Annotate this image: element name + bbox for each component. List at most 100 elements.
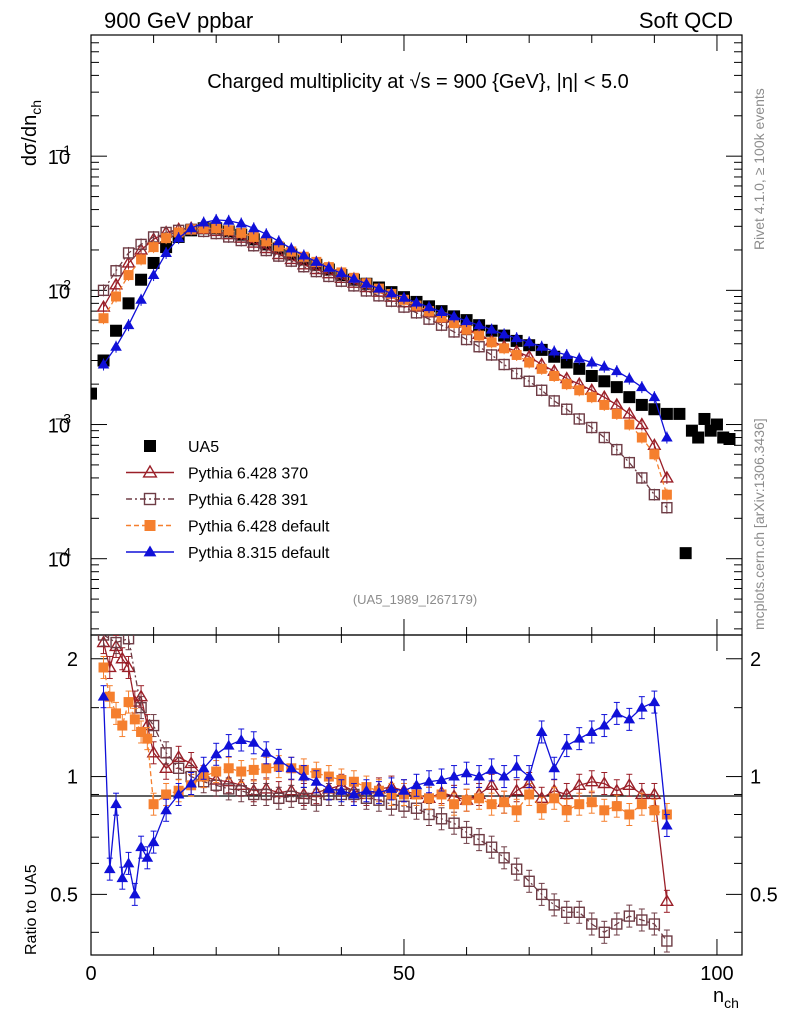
ratio-point [511, 805, 522, 816]
data-point [335, 267, 348, 278]
ratio-point [147, 719, 160, 732]
data-point [110, 265, 122, 277]
x-tick-label: 0 [85, 963, 96, 985]
legend-item: UA5 [144, 439, 219, 456]
data-point [586, 392, 597, 403]
data-point [634, 417, 649, 430]
data-point [135, 293, 147, 304]
ratio-point [585, 726, 598, 736]
ratio-point [523, 875, 535, 887]
ratio-point [448, 817, 460, 829]
ratio-point [373, 786, 385, 797]
ratio-point [146, 745, 161, 758]
ratio-point [474, 793, 485, 804]
data-point [197, 216, 210, 227]
ratio-point [647, 787, 662, 800]
data-point [473, 319, 485, 330]
ratio-point [636, 701, 648, 712]
ratio-point [142, 733, 153, 744]
y-axis-title-ratio: Ratio to UA5 [23, 864, 40, 955]
svg-text:dσ/dnch: dσ/dnch [19, 100, 44, 166]
ratio-point [498, 852, 510, 864]
ratio-point [110, 798, 122, 809]
data-point [261, 236, 272, 247]
ratio-tick-label-right: 0.5 [750, 884, 778, 906]
ratio-point [648, 696, 661, 707]
data-point [692, 431, 705, 444]
ratio-frame [90, 634, 743, 956]
ratio-point [285, 790, 298, 803]
data-point [535, 384, 548, 396]
ratio-point [598, 926, 610, 939]
ratio-point [461, 795, 472, 806]
data-point [574, 385, 585, 396]
data-point [561, 403, 573, 415]
ratio-point [161, 789, 172, 800]
data-point [510, 367, 523, 380]
ratio-point [435, 813, 448, 825]
y-axis-title-text: dσ/dn [19, 115, 41, 166]
data-point [548, 395, 560, 407]
data-point [235, 217, 248, 228]
ratio-point [623, 910, 636, 922]
ratio-point [599, 805, 610, 816]
ratio-point [323, 783, 335, 793]
data-point [573, 352, 586, 363]
ratio-point [510, 863, 523, 875]
ratio-tick-label-right: 2 [750, 649, 761, 671]
data-point [560, 349, 573, 359]
ratio-point [148, 799, 159, 810]
data-point [147, 231, 160, 243]
ratio-point [348, 776, 359, 787]
ratio-point [310, 775, 323, 786]
x-axis-title-text: n [713, 985, 724, 1007]
data-point [636, 381, 648, 392]
ratio-point [110, 636, 122, 649]
data-point [373, 282, 385, 293]
ratio-point [122, 635, 135, 645]
data-point [624, 419, 635, 430]
data-point [210, 214, 222, 224]
x-tick-label: 50 [393, 963, 415, 985]
x-axis-title: nch [713, 985, 739, 1011]
ratio-point [622, 778, 637, 790]
legend-item: Pythia 6.428 370 [126, 464, 308, 483]
data-point [122, 247, 135, 259]
y-tick-label: 10−2 [48, 276, 71, 303]
y-tick-label: 10−1 [48, 142, 71, 169]
ratio-point [210, 748, 222, 759]
data-point [623, 456, 636, 469]
ratio-point [147, 836, 160, 847]
data-point [110, 340, 122, 351]
legend-label: Pythia 6.428 391 [188, 492, 308, 509]
ratio-point [197, 762, 210, 773]
ratio-point [460, 826, 473, 839]
data-point [398, 291, 410, 302]
ratio-line [103, 635, 668, 942]
data-point [561, 379, 572, 390]
ratio-point [129, 888, 141, 899]
ratio-point [360, 784, 373, 795]
ratio-point [223, 763, 234, 774]
ratio-point [586, 797, 597, 808]
ratio-point [473, 833, 485, 846]
ratio-point [122, 857, 135, 868]
data-point [635, 398, 648, 411]
data-point [598, 360, 611, 371]
data-point [549, 370, 560, 381]
ratio-point [123, 697, 134, 708]
ratio-point [548, 899, 560, 911]
ratio-point [335, 784, 348, 795]
ratio-point [559, 787, 574, 800]
ratio-point [398, 784, 410, 795]
data-point [498, 328, 510, 339]
ratio-point [436, 789, 447, 800]
data-point [460, 315, 473, 326]
ratio-point [548, 762, 561, 773]
y-tick-label: 10−3 [48, 411, 71, 438]
y-axis-title-main: dσ/dnch [19, 100, 44, 166]
ratio-point [129, 714, 140, 725]
data-point [523, 375, 535, 387]
ratio-point [586, 918, 598, 930]
legend-label: Pythia 6.428 default [188, 519, 330, 536]
